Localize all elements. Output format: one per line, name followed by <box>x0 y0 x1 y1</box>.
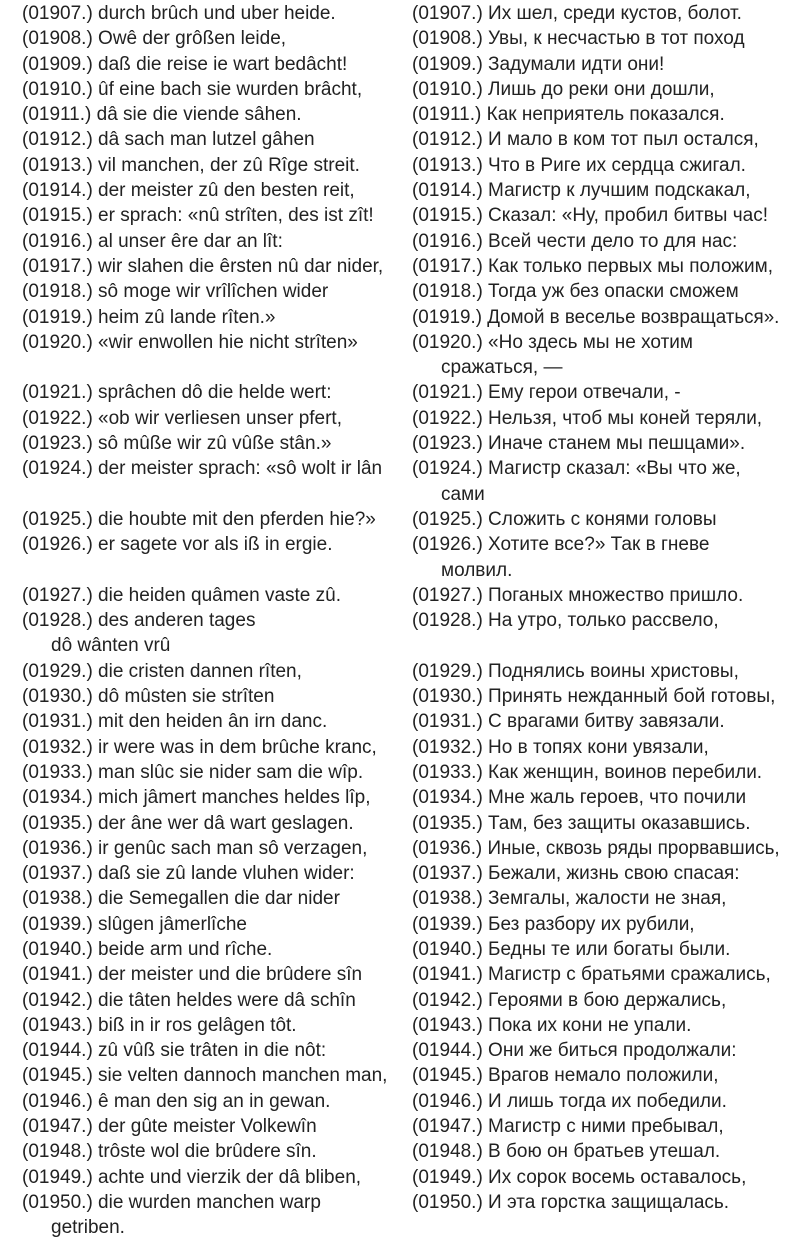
verse-line: (01921.) Ему герои отвечали, - <box>412 382 681 404</box>
verse-line: (01950.) И эта горстка защищалась. <box>412 1191 730 1213</box>
verse-line: (01920.) «wir enwollen hie nicht strîten… <box>22 331 358 353</box>
verse-line: (01908.) Увы, к несчастью в тот поход <box>412 28 745 50</box>
verse-line: (01948.) trôste wol die brûdere sîn. <box>22 1141 317 1163</box>
verse-line: (01916.) Всей чести дело то для нас: <box>412 230 738 252</box>
verse-line: (01947.) der gûte meister Volkewîn <box>22 1116 317 1138</box>
verse-line: (01931.) С врагами битву завязали. <box>412 711 725 733</box>
verse-line: (01913.) vil manchen, der zû Rîge streit… <box>22 154 360 176</box>
verse-line: (01922.) Нельзя, чтоб мы коней теряли, <box>412 407 763 429</box>
verse-line: (01924.) Магистр сказал: «Вы что же, <box>412 458 741 480</box>
verse-line: (01925.) die houbte mit den pferden hie?… <box>22 508 376 530</box>
verse-line: (01939.) slûgen jâmerlîche <box>22 913 247 935</box>
verse-line: (01907.) durch brûch und uber heide. <box>22 3 336 24</box>
verse-line: (01922.) «ob wir verliesen unser pfert, <box>22 407 342 429</box>
verse-line: (01917.) wir slahen die êrsten nû dar ni… <box>22 255 384 277</box>
verse-line: (01918.) Тогда уж без опаски сможем <box>412 281 739 303</box>
verse-line-continuation: getriben. <box>51 1217 125 1239</box>
verse-line: (01940.) Бедны те или богаты были. <box>412 938 731 960</box>
verse-line: (01942.) die tâten heldes were dâ schîn <box>22 989 356 1011</box>
verse-line: (01909.) Задумали идти они! <box>412 53 665 75</box>
verse-line: (01910.) Лишь до реки они дошли, <box>412 78 715 100</box>
verse-line: (01931.) mit den heiden ân irn danc. <box>22 711 328 733</box>
verse-line: (01924.) der meister sprach: «sô wolt ir… <box>22 458 383 480</box>
verse-line: (01928.) На утро, только рассвело, <box>412 610 719 632</box>
verse-line: (01944.) zû vûß sie trâten in die nôt: <box>22 1040 327 1062</box>
verse-line: (01925.) Сложить с конями головы <box>412 508 717 530</box>
verse-line: (01940.) beide arm und rîche. <box>22 938 273 960</box>
verse-line: (01927.) die heiden quâmen vaste zû. <box>22 584 341 606</box>
verse-line: (01935.) der âne wer dâ wart geslagen. <box>22 812 354 834</box>
verse-line: (01950.) die wurden manchen warp <box>22 1191 321 1213</box>
verse-line: (01915.) Сказал: «Ну, пробил битвы час! <box>412 205 768 227</box>
verse-line: (01921.) sprâchen dô die helde wert: <box>22 382 332 404</box>
verse-line: (01916.) al unser êre dar an lît: <box>22 230 283 252</box>
verse-line: (01937.) Бежали, жизнь свою спасая: <box>412 863 740 885</box>
blank-line <box>22 482 402 507</box>
verse-line: (01914.) Магистр к лучшим подскакал, <box>412 180 751 202</box>
verse-line: (01936.) ir genûc sach man sô verzagen, <box>22 837 368 859</box>
verse-line: (01936.) Иные, сквозь ряды прорвавшись, <box>412 837 780 859</box>
verse-line: (01929.) die cristen dannen rîten, <box>22 660 302 682</box>
verse-line: (01909.) daß die reise ie wart bedâcht! <box>22 53 348 75</box>
verse-line: (01948.) В бою он братьев утешал. <box>412 1141 721 1163</box>
verse-line: (01907.) Их шел, среди кустов, болот. <box>412 3 742 24</box>
verse-line: (01910.) ûf eine bach sie wurden brâcht, <box>22 78 363 100</box>
blank-line <box>22 558 402 583</box>
verse-line: (01926.) Хотите все?» Так в гневе <box>412 534 710 556</box>
verse-line: (01932.) Но в топях кони увязали, <box>412 736 709 758</box>
verse-line: (01933.) man slûc sie nider sam die wîp. <box>22 761 364 783</box>
verse-line: (01929.) Поднялись воины христовы, <box>412 660 739 682</box>
verse-line: (01919.) Домой в веселье возвращаться». <box>412 306 780 328</box>
verse-line: (01937.) daß sie zû lande vluhen wider: <box>22 863 355 885</box>
verse-line: (01949.) Их сорок восемь оставалось, <box>412 1166 747 1188</box>
verse-line-continuation: молвил. <box>441 559 513 581</box>
verse-line: (01932.) ir were was in dem brûche kranc… <box>22 736 377 758</box>
verse-line: (01933.) Как женщин, воинов перебили. <box>412 761 763 783</box>
verse-line: (01926.) er sagete vor als iß in ergie. <box>22 534 333 556</box>
verse-line: (01934.) Мне жаль героев, что почили <box>412 787 747 809</box>
verse-line: (01944.) Они же биться продолжали: <box>412 1040 737 1062</box>
verse-line: (01918.) sô moge wir vrîlîchen wider <box>22 281 329 303</box>
verse-line: (01935.) Там, без защиты оказавшись. <box>412 812 751 834</box>
verse-line: (01928.) des anderen tages <box>22 610 256 632</box>
verse-line: (01911.) dâ sie die viende sâhen. <box>22 104 302 126</box>
verse-line: (01946.) ê man den sig an in gewan. <box>22 1090 331 1112</box>
verse-line: (01943.) biß in ir ros gelâgen tôt. <box>22 1014 297 1036</box>
russian-translation-column: (01907.) Их шел, среди кустов, болот. (01… <box>412 1 784 1215</box>
verse-line: (01946.) И лишь тогда их победили. <box>412 1090 727 1112</box>
verse-line: (01930.) Принять нежданный бой готовы, <box>412 686 776 708</box>
verse-line: (01914.) der meister zû den besten reit, <box>22 180 355 202</box>
verse-line-continuation: dô wânten vrû <box>51 635 171 657</box>
verse-line: (01919.) heim zû lande rîten.» <box>22 306 276 328</box>
verse-line: (01938.) Земгалы, жалости не зная, <box>412 888 727 910</box>
verse-line: (01908.) Owê der grôßen leide, <box>22 28 287 50</box>
verse-line: (01938.) die Semegallen die dar nider <box>22 888 340 910</box>
verse-line: (01939.) Без разбору их рубили, <box>412 913 695 935</box>
blank-line <box>22 355 402 380</box>
verse-line: (01943.) Пока их кони не упали. <box>412 1014 692 1036</box>
verse-line: (01927.) Поганых множество пришло. <box>412 584 744 606</box>
verse-line: (01912.) dâ sach man lutzel gâhen <box>22 129 315 151</box>
verse-line: (01930.) dô mûsten sie strîten <box>22 686 275 708</box>
verse-line: (01934.) mich jâmert manches heldes lîp, <box>22 787 371 809</box>
verse-line: (01923.) Иначе станем мы пешцами». <box>412 433 746 455</box>
verse-line: (01941.) Магистр с братьями сражались, <box>412 964 771 986</box>
verse-line-continuation: сражаться, — <box>441 357 563 379</box>
verse-line: (01941.) der meister und die brûdere sîn <box>22 964 363 986</box>
verse-line: (01942.) Героями в бою держались, <box>412 989 727 1011</box>
verse-line: (01911.) Как неприятель показался. <box>412 104 725 126</box>
verse-line: (01915.) er sprach: «nû strîten, des ist… <box>22 205 374 227</box>
verse-line: (01945.) sie velten dannoch manchen man, <box>22 1065 388 1087</box>
verse-line: (01947.) Магистр с ними пребывал, <box>412 1116 724 1138</box>
verse-line: (01949.) achte und vierzik der dâ bliben… <box>22 1166 362 1188</box>
middle-high-german-column: (01907.) durch brûch und uber heide. (019… <box>22 1 402 1241</box>
verse-line: (01923.) sô mûße wir zû vûße stân.» <box>22 433 332 455</box>
blank-line <box>412 633 784 658</box>
verse-line: (01917.) Как только первых мы положим, <box>412 255 773 277</box>
verse-line: (01945.) Врагов немало положили, <box>412 1065 719 1087</box>
verse-line: (01920.) «Но здесь мы не хотим <box>412 331 693 353</box>
verse-line: (01913.) Что в Риге их сердца сжигал. <box>412 154 746 176</box>
verse-line-continuation: сами <box>441 483 485 505</box>
verse-line: (01912.) И мало в ком тот пыл остался, <box>412 129 759 151</box>
